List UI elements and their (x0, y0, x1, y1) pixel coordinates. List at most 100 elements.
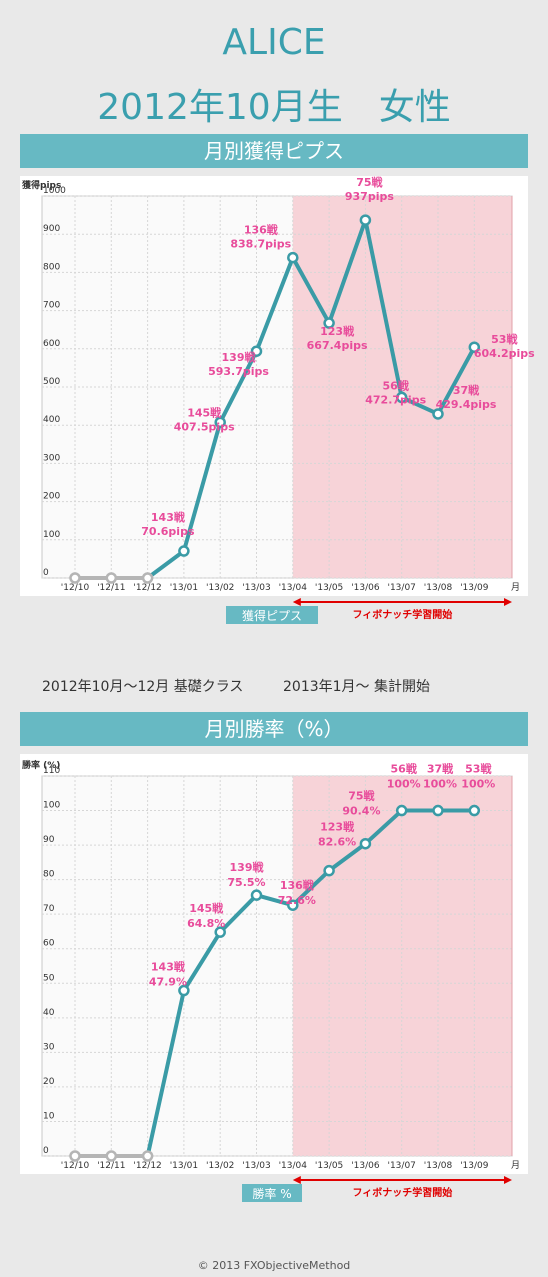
x-tick-label: '13/07 (387, 583, 415, 593)
data-label: 143戦 47.9% (149, 960, 187, 989)
study-period-shade (292, 196, 512, 578)
data-label: 145戦 407.5pips (174, 405, 235, 433)
study-arrow-head-right (504, 1176, 512, 1184)
legend-label: 勝率 % (252, 1186, 291, 1201)
y-tick-label: 500 (43, 377, 60, 387)
data-point (287, 251, 299, 264)
data-point (105, 572, 118, 584)
x-axis-label: 月 (511, 582, 520, 593)
data-point (323, 864, 335, 877)
y-tick-label: 600 (43, 339, 60, 349)
data-point (214, 926, 226, 938)
data-point (395, 391, 408, 404)
study-arrow-head-left (292, 598, 301, 606)
x-tick-label: '13/05 (315, 1161, 343, 1171)
y-tick-label: 100 (43, 530, 60, 540)
data-label: 75戦 90.4% (342, 789, 380, 818)
x-tick-label: '13/01 (170, 583, 198, 593)
data-point (69, 572, 81, 584)
x-tick-label: '13/01 (170, 1161, 198, 1171)
data-point (141, 1150, 154, 1162)
data-label: 139戦 593.7pips (208, 350, 269, 378)
data-label: 53戦 604.2pips (474, 332, 535, 360)
data-label: 139戦 75.5% (227, 860, 265, 889)
data-point (468, 804, 481, 817)
x-tick-label: '13/02 (206, 1161, 234, 1171)
x-tick-label: '13/04 (279, 583, 308, 593)
data-point (178, 545, 190, 557)
series-line (145, 808, 475, 1157)
data-point (359, 837, 372, 850)
y-tick-label: 900 (43, 224, 60, 234)
data-point (468, 341, 481, 353)
data-point (141, 572, 154, 584)
data-point (395, 804, 408, 817)
y-tick-label: 400 (43, 415, 60, 425)
y-tick-label: 70 (43, 904, 55, 914)
study-arrow-head-left (292, 1176, 301, 1184)
x-tick-label: '13/08 (424, 1161, 453, 1171)
x-axis-label: 月 (511, 1160, 520, 1171)
y-tick-label: 1000 (43, 186, 66, 196)
pips-section-header: 月別獲得ピプス (20, 134, 528, 168)
x-tick-label: '12/12 (133, 583, 161, 593)
copyright: © 2013 FXObjectiveMethod (197, 1259, 351, 1272)
y-tick-label: 40 (43, 1008, 55, 1018)
data-label: 145戦 64.8% (187, 901, 225, 930)
x-tick-label: '12/11 (97, 1161, 125, 1171)
data-point (69, 1150, 81, 1162)
y-tick-label: 90 (43, 835, 55, 845)
plot-area (41, 775, 513, 1157)
x-tick-label: '13/03 (242, 1161, 270, 1171)
data-point (323, 317, 335, 329)
y-tick-label: 0 (43, 568, 49, 578)
data-point (178, 984, 190, 997)
x-tick-label: '13/09 (460, 1161, 489, 1171)
data-label: 75戦 937pips (345, 175, 394, 203)
x-tick-label: '13/05 (315, 583, 343, 593)
data-label: 143戦 70.6pips (141, 510, 195, 538)
y-tick-label: 300 (43, 453, 60, 463)
legend-label: 獲得ピプス (242, 608, 302, 623)
data-point (105, 1150, 118, 1162)
data-label: 123戦 667.4pips (307, 324, 368, 352)
x-tick-label: '13/06 (351, 583, 380, 593)
legend-box (226, 606, 318, 624)
data-point (214, 416, 226, 429)
birth-subtitle: 2012年10月生 女性 (97, 87, 451, 128)
y-tick-label: 50 (43, 973, 55, 983)
series-line (146, 218, 477, 580)
x-tick-label: '13/03 (242, 583, 270, 593)
y-tick-label: 10 (43, 1111, 55, 1121)
data-label: 56戦 472.7pips (365, 378, 426, 406)
basic-class-note: 2012年10月〜12月 基礎クラス (42, 679, 244, 695)
y-tick-label: 800 (43, 262, 60, 272)
x-tick-label: '13/04 (279, 1161, 308, 1171)
data-point (432, 408, 444, 420)
y-tick-label: 30 (43, 1042, 55, 1052)
y-axis-label: 勝率 (%) (22, 759, 60, 771)
x-tick-label: '12/10 (61, 1161, 90, 1171)
data-point (287, 899, 299, 911)
data-label: 136戦 838.7pips (230, 223, 291, 251)
data-label: 37戦 429.4pips (436, 383, 497, 411)
data-point (250, 345, 263, 357)
chart-panel (20, 754, 528, 1174)
y-tick-label: 110 (43, 766, 60, 776)
legend-box (242, 1184, 302, 1202)
person-name: ALICE (222, 22, 326, 63)
data-label: 123戦 82.6% (318, 820, 356, 849)
study-arrow-label: フィボナッチ学習開始 (352, 1186, 452, 1199)
tally-start-note: 2013年1月〜 集計開始 (283, 679, 430, 695)
y-tick-label: 0 (43, 1146, 49, 1156)
x-tick-label: '13/06 (351, 1161, 380, 1171)
study-period-shade (292, 776, 512, 1156)
data-point (250, 889, 263, 901)
x-tick-label: '12/11 (97, 583, 125, 593)
data-label: 136戦 72.6% (278, 878, 316, 907)
data-label: 37戦 100% (423, 762, 457, 791)
chart-panel (20, 176, 528, 596)
x-tick-label: '13/02 (206, 583, 234, 593)
